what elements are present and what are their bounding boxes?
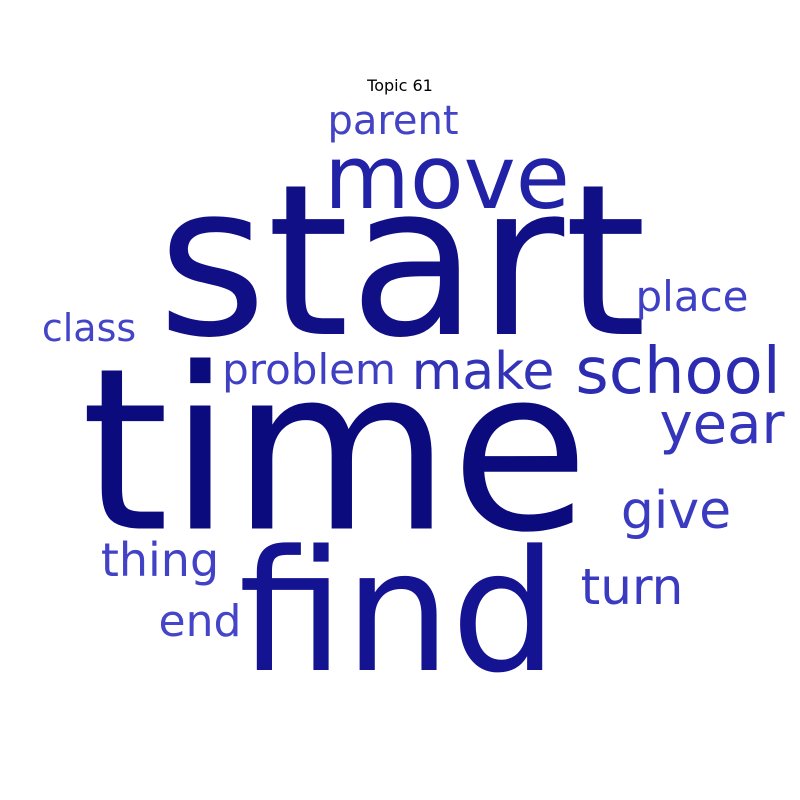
word-end: end <box>158 596 242 647</box>
word-move: move <box>324 126 570 229</box>
word-thing: thing <box>100 533 220 587</box>
word-turn: turn <box>580 558 684 616</box>
chart-title: Topic 61 <box>367 76 433 95</box>
word-school: school <box>575 335 781 409</box>
word-class: class <box>41 306 137 350</box>
word-time: time <box>80 320 590 583</box>
word-parent: parent <box>327 98 459 144</box>
word-find: find <box>238 514 558 710</box>
word-place: place <box>635 272 749 321</box>
word-start: start <box>157 139 647 384</box>
word-make: make <box>411 342 555 402</box>
word-give: give <box>620 481 732 541</box>
word-year: year <box>659 392 785 457</box>
word-problem: problem <box>222 345 396 394</box>
